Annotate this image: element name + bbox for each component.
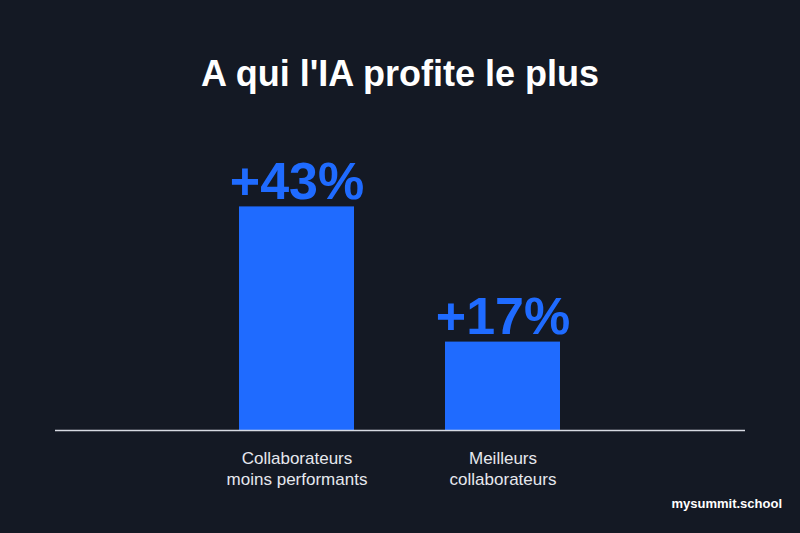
svg-text:Meilleurscollaborateurs: Meilleurscollaborateurs: [450, 449, 557, 489]
svg-text:+43%: +43%: [230, 152, 364, 210]
html-text:mysummit.school: mysummit.school: [671, 496, 782, 511]
html-text:A qui l'IA profite le plus: A qui l'IA profite le plus: [201, 53, 599, 94]
svg-text:+17%: +17%: [436, 287, 570, 345]
svg-text:Collaborateursmoins performant: Collaborateursmoins performants: [227, 449, 368, 489]
